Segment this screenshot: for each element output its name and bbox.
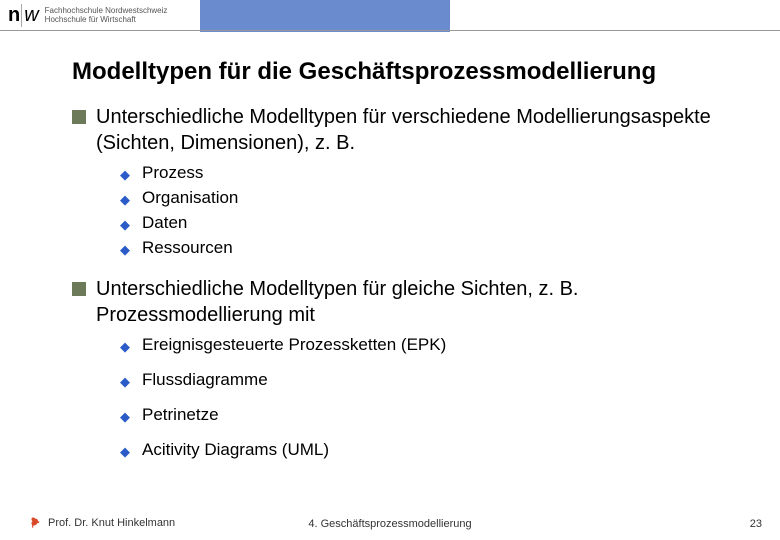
- sub-bullet-text: Ressourcen: [142, 237, 233, 260]
- footer-author: Prof. Dr. Knut Hinkelmann: [48, 517, 175, 529]
- diamond-bullet-icon: ◆: [120, 241, 130, 259]
- sub-bullet-text: Organisation: [142, 187, 238, 210]
- bullet-level2: ◆ Organisation: [120, 187, 712, 210]
- sub-bullet-text: Flussdiagramme: [142, 369, 268, 392]
- footer-left: Prof. Dr. Knut Hinkelmann: [28, 516, 175, 530]
- bullet-level2: ◆ Acitivity Diagrams (UML): [120, 439, 712, 462]
- header-blue-bar: [200, 0, 450, 32]
- sub-bullet-text: Petrinetze: [142, 404, 219, 427]
- bullet-level2: ◆ Prozess: [120, 162, 712, 185]
- footer-center: 4. Geschäftsprozessmodellierung: [308, 518, 471, 530]
- header-underline: [0, 30, 780, 31]
- sub-list: ◆ Prozess ◆ Organisation ◆ Daten ◆ Resso…: [120, 162, 712, 260]
- bullet-level2: ◆ Flussdiagramme: [120, 369, 712, 392]
- square-bullet-icon: [72, 110, 86, 124]
- inst-line2: Hochschule für Wirtschaft: [45, 16, 168, 25]
- slide: n w Fachhochschule Nordwestschweiz Hochs…: [0, 0, 780, 540]
- bullet-level2: ◆ Daten: [120, 212, 712, 235]
- rooster-icon: [28, 516, 42, 530]
- content: Unterschiedliche Modelltypen für verschi…: [72, 104, 712, 478]
- square-bullet-icon: [72, 282, 86, 296]
- logo-letter-w: w: [21, 4, 38, 27]
- sub-list: ◆ Ereignisgesteuerte Prozessketten (EPK)…: [120, 334, 712, 462]
- diamond-bullet-icon: ◆: [120, 408, 130, 426]
- slide-title: Modelltypen für die Geschäftsprozessmode…: [72, 58, 656, 86]
- diamond-bullet-icon: ◆: [120, 191, 130, 209]
- sub-bullet-text: Prozess: [142, 162, 203, 185]
- bullet-level2: ◆ Ereignisgesteuerte Prozessketten (EPK): [120, 334, 712, 357]
- logo-letter-n: n: [8, 4, 20, 27]
- footer: Prof. Dr. Knut Hinkelmann 4. Geschäftspr…: [0, 510, 780, 530]
- diamond-bullet-icon: ◆: [120, 216, 130, 234]
- diamond-bullet-icon: ◆: [120, 373, 130, 391]
- sub-bullet-text: Ereignisgesteuerte Prozessketten (EPK): [142, 334, 446, 357]
- bullet-level1: Unterschiedliche Modelltypen für gleiche…: [72, 276, 712, 328]
- bullet-level1: Unterschiedliche Modelltypen für verschi…: [72, 104, 712, 156]
- bullet-text: Unterschiedliche Modelltypen für verschi…: [96, 104, 712, 156]
- bullet-level2: ◆ Ressourcen: [120, 237, 712, 260]
- diamond-bullet-icon: ◆: [120, 443, 130, 461]
- sub-bullet-text: Acitivity Diagrams (UML): [142, 439, 329, 462]
- logo: n w Fachhochschule Nordwestschweiz Hochs…: [8, 4, 167, 27]
- diamond-bullet-icon: ◆: [120, 166, 130, 184]
- bullet-text: Unterschiedliche Modelltypen für gleiche…: [96, 276, 712, 328]
- bullet-level2: ◆ Petrinetze: [120, 404, 712, 427]
- institution-name: Fachhochschule Nordwestschweiz Hochschul…: [45, 7, 168, 25]
- header: n w Fachhochschule Nordwestschweiz Hochs…: [0, 0, 780, 32]
- diamond-bullet-icon: ◆: [120, 338, 130, 356]
- sub-bullet-text: Daten: [142, 212, 187, 235]
- footer-page-number: 23: [750, 518, 762, 530]
